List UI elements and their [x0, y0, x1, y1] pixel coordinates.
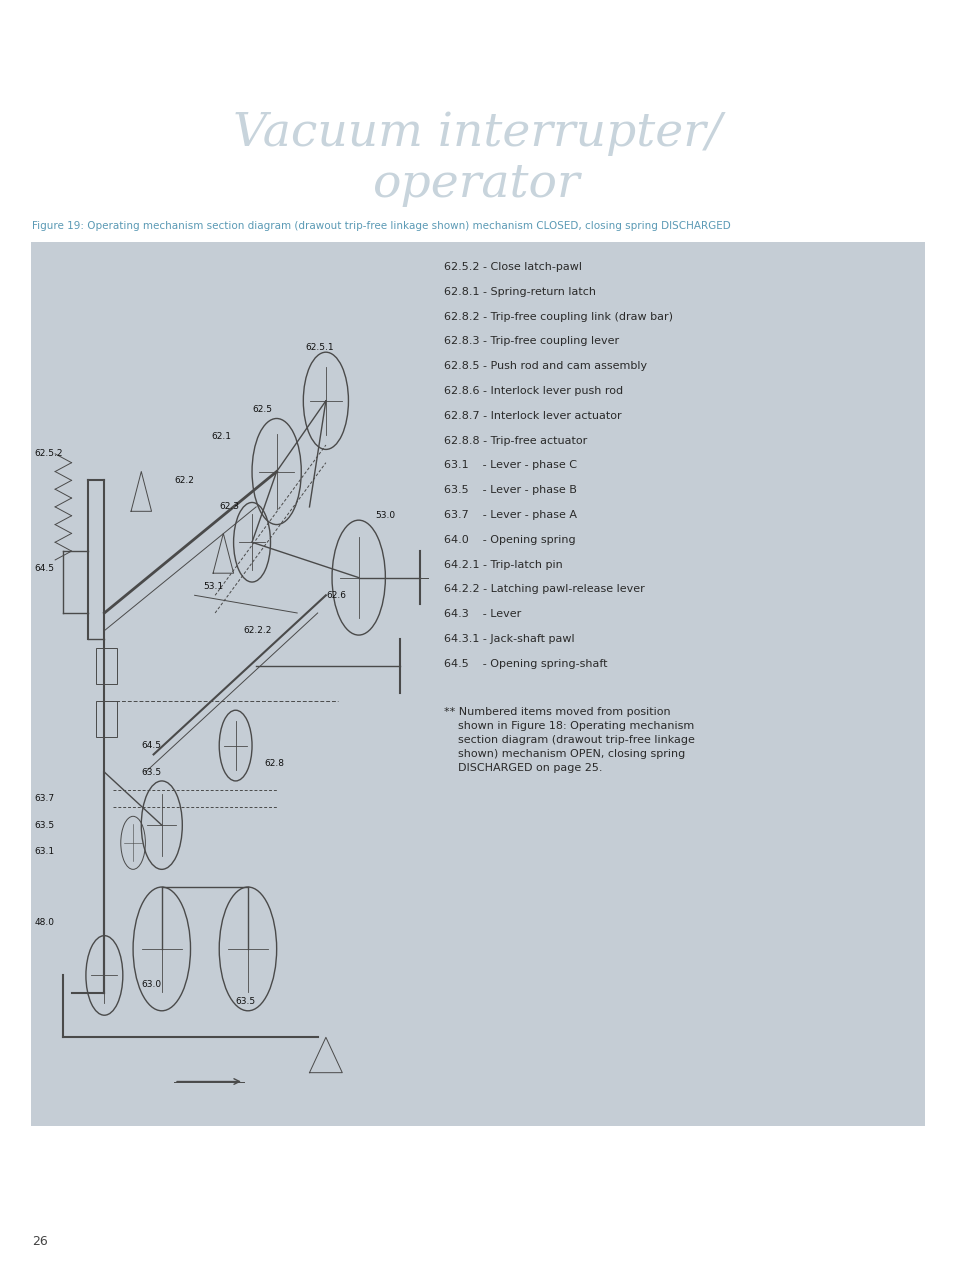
- Text: 53.0: 53.0: [375, 511, 395, 520]
- Text: operator: operator: [373, 162, 580, 207]
- Text: 64.0    - Opening spring: 64.0 - Opening spring: [443, 534, 575, 544]
- Text: 64.2.1 - Trip-latch pin: 64.2.1 - Trip-latch pin: [443, 560, 561, 570]
- Text: 64.5: 64.5: [141, 742, 161, 750]
- Text: 62.5: 62.5: [252, 406, 272, 415]
- Text: 62.6: 62.6: [326, 590, 346, 600]
- Text: 63.1: 63.1: [34, 847, 54, 856]
- Text: 63.5: 63.5: [141, 767, 161, 777]
- Text: 62.5.2 - Close latch-pawl: 62.5.2 - Close latch-pawl: [443, 262, 581, 272]
- Bar: [30, 242, 924, 1126]
- Text: 62.8.7 - Interlock lever actuator: 62.8.7 - Interlock lever actuator: [443, 411, 620, 421]
- Text: 64.3    - Lever: 64.3 - Lever: [443, 609, 520, 619]
- Text: 62.2: 62.2: [173, 476, 193, 485]
- Text: 63.1    - Lever - phase C: 63.1 - Lever - phase C: [443, 460, 576, 471]
- Text: 64.2.2 - Latching pawl-release lever: 64.2.2 - Latching pawl-release lever: [443, 585, 643, 594]
- Text: 62.8.6 - Interlock lever push rod: 62.8.6 - Interlock lever push rod: [443, 387, 622, 396]
- Text: 26: 26: [32, 1235, 49, 1248]
- Text: 53.1: 53.1: [203, 583, 223, 591]
- Text: 62.8: 62.8: [264, 759, 284, 768]
- Text: 62.5.1: 62.5.1: [305, 343, 334, 352]
- Text: 62.8.3 - Trip-free coupling lever: 62.8.3 - Trip-free coupling lever: [443, 336, 618, 346]
- Bar: [96, 701, 116, 736]
- Text: 64.5: 64.5: [34, 565, 54, 574]
- Text: 62.1: 62.1: [211, 431, 231, 440]
- Text: 63.5: 63.5: [34, 820, 54, 829]
- Bar: [96, 649, 116, 683]
- Text: 62.3: 62.3: [219, 502, 239, 511]
- Text: 63.5: 63.5: [235, 997, 255, 1006]
- Text: ** Numbered items moved from position
    shown in Figure 18: Operating mechanis: ** Numbered items moved from position sh…: [443, 707, 694, 772]
- Text: 63.7    - Lever - phase A: 63.7 - Lever - phase A: [443, 510, 576, 520]
- Text: 64.3.1 - Jack-shaft pawl: 64.3.1 - Jack-shaft pawl: [443, 633, 574, 644]
- Text: 64.5    - Opening spring-shaft: 64.5 - Opening spring-shaft: [443, 659, 606, 669]
- Text: 62.5.2: 62.5.2: [34, 449, 63, 458]
- Text: 62.8.8 - Trip-free actuator: 62.8.8 - Trip-free actuator: [443, 435, 586, 445]
- Text: Vacuum interrupter/: Vacuum interrupter/: [233, 111, 720, 156]
- Text: 63.7: 63.7: [34, 794, 54, 803]
- Text: 62.8.1 - Spring-return latch: 62.8.1 - Spring-return latch: [443, 286, 595, 296]
- Text: 48.0: 48.0: [34, 918, 54, 927]
- Text: Figure 19: Operating mechanism section diagram (drawout trip-free linkage shown): Figure 19: Operating mechanism section d…: [32, 221, 730, 232]
- Text: 62.2.2: 62.2.2: [244, 626, 272, 635]
- Text: 62.8.5 - Push rod and cam assembly: 62.8.5 - Push rod and cam assembly: [443, 361, 646, 371]
- Text: 63.0: 63.0: [141, 979, 161, 988]
- Text: 62.8.2 - Trip-free coupling link (draw bar): 62.8.2 - Trip-free coupling link (draw b…: [443, 312, 672, 322]
- Text: 63.5    - Lever - phase B: 63.5 - Lever - phase B: [443, 485, 576, 495]
